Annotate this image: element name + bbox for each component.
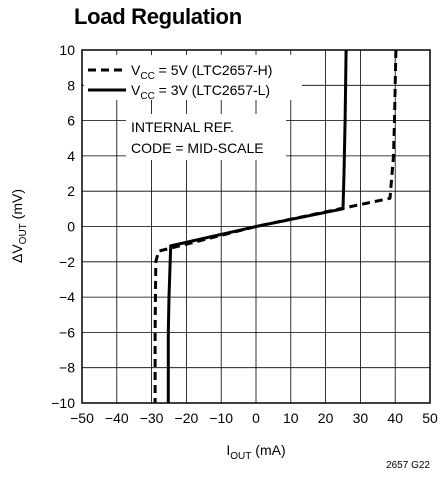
y-tick-label: −4 xyxy=(59,289,75,305)
y-tick-label: 8 xyxy=(67,77,75,93)
legend-label-5v: VCC = 5V (LTC2657-H) xyxy=(131,62,272,82)
annotation-background xyxy=(126,114,286,160)
y-tick-label: 2 xyxy=(67,183,75,199)
figure-id: 2657 G22 xyxy=(386,460,430,471)
x-tick-label: −20 xyxy=(175,410,199,426)
legend-background xyxy=(84,55,302,100)
series-line-5v xyxy=(153,49,398,403)
x-tick-label: −40 xyxy=(105,410,129,426)
annotation-code: CODE = MID-SCALE xyxy=(131,140,264,156)
x-tick-label: 10 xyxy=(283,410,299,426)
y-tick-label: −10 xyxy=(51,395,75,411)
legend-label-3v: VCC = 3V (LTC2657-L) xyxy=(131,82,270,102)
y-tick-label: 6 xyxy=(67,113,75,129)
x-tick-label: 20 xyxy=(318,410,334,426)
y-tick-labels: 10 8 6 4 2 0 −2 −4 −6 −8 −10 xyxy=(51,42,75,411)
y-tick-label: 4 xyxy=(67,148,75,164)
y-tick-label: 0 xyxy=(67,219,75,235)
x-tick-label: 50 xyxy=(422,410,438,426)
x-tick-label: −30 xyxy=(140,410,164,426)
x-tick-labels: −50 −40 −30 −20 −10 0 10 20 30 40 50 xyxy=(70,410,438,426)
y-tick-label: −2 xyxy=(59,254,75,270)
plot-frame xyxy=(81,49,431,404)
x-tick-label: 0 xyxy=(252,410,260,426)
series-line-3v xyxy=(166,49,348,403)
x-tick-label: −50 xyxy=(70,410,94,426)
y-axis-label: ΔVOUT (mV) xyxy=(9,189,29,263)
x-tick-label: 30 xyxy=(353,410,369,426)
chart-title: Load Regulation xyxy=(74,4,242,29)
x-tick-label: 40 xyxy=(387,410,403,426)
x-tick-label: −10 xyxy=(209,410,233,426)
x-axis-label: IOUT (mA) xyxy=(226,442,285,462)
y-tick-label: 10 xyxy=(59,42,75,58)
y-tick-label: −6 xyxy=(59,324,75,340)
y-tick-label: −8 xyxy=(59,360,75,376)
chart-series xyxy=(153,49,398,403)
annotation-internal-ref: INTERNAL REF. xyxy=(131,119,234,135)
